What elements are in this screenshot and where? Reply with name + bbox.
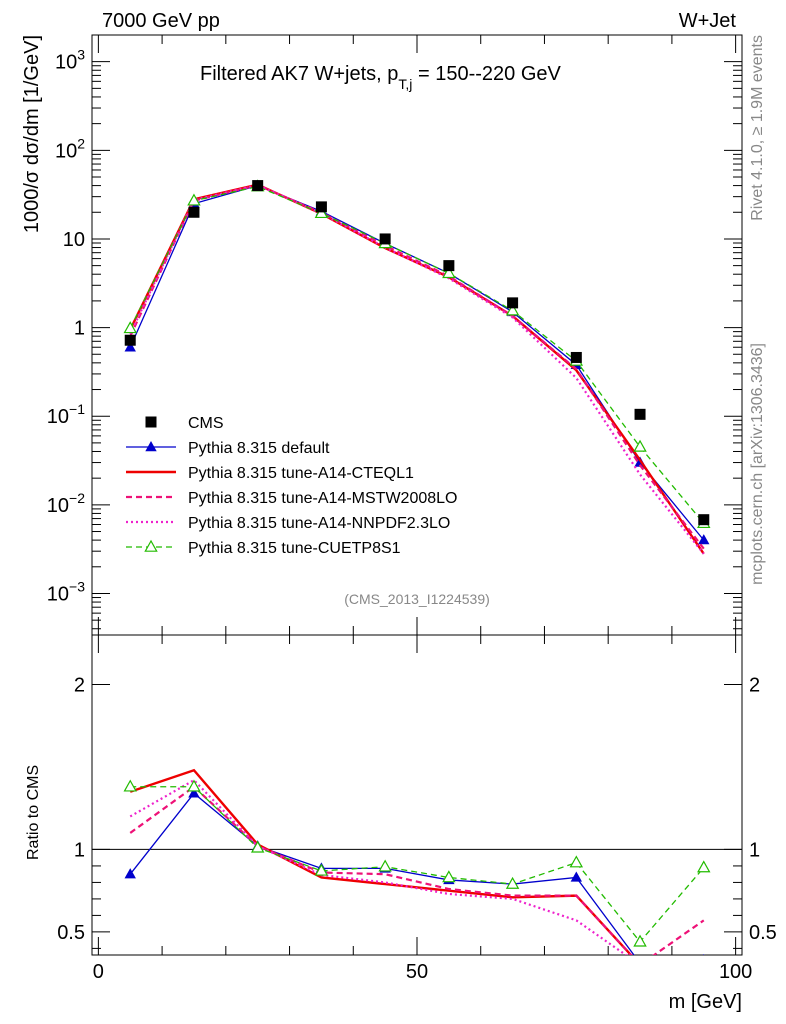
data-point [570,351,582,363]
legend-label: Pythia 8.315 default [188,440,330,457]
y-tick-label: 10−2 [47,490,85,517]
x-tick-label: 0 [93,961,104,983]
y-tick-base: 10 [55,140,77,162]
series-point [123,321,137,334]
ratio-curves [123,768,711,967]
ratio-point [188,787,200,798]
series-point [187,193,201,206]
y-axis-label: 1000/σ dσ/dm [1/GeV] [21,35,43,233]
y-tick-exp: −1 [69,401,85,417]
ratio-point [570,871,583,882]
y-tick-base: 10 [47,583,69,605]
ratio-series-line [129,792,635,955]
header-right: W+Jet [679,10,737,32]
ratio-point [569,855,584,868]
legend-marker [144,539,158,552]
series-point [505,303,520,316]
series-line [129,185,705,524]
y-tick-base: 10 [47,495,69,517]
legend-label: Pythia 8.315 tune-A14-MSTW2008LO [188,490,457,507]
data-point [315,201,327,213]
series-point [633,439,647,452]
series-point [698,534,710,545]
y-tick-label: 1 [74,318,85,340]
mcplots-label: mcplots.cern.ch [arXiv:1306.3436] [749,343,766,585]
ratio-tick-label: 0.5 [57,922,85,944]
ratio-tick-label-right: 1 [749,839,760,861]
data-point [188,206,200,218]
ratio-point [697,860,711,873]
y-tick-label: 10−1 [47,401,85,428]
y-tick-exp: 2 [77,135,85,151]
data-point [698,514,710,526]
main-curves [123,179,711,555]
header-left: 7000 GeV pp [102,10,220,32]
analysis-label: (CMS_2013_I1224539) [344,591,490,607]
plot-title-sub: T,j [398,76,412,92]
data-point [379,233,391,245]
ratio-series-line [129,785,705,955]
x-tick-label: 100 [719,961,752,983]
ratio-tick-label: 2 [74,674,85,696]
ratio-series-line [130,786,705,943]
ratio-series-line [129,768,633,955]
y-tick-label: 10−3 [47,578,85,605]
ratio-point [378,859,392,872]
x-tick-label: 50 [406,961,428,983]
ratio-frame [91,634,743,956]
ratio-point [442,870,456,883]
series-point [442,266,456,279]
legend-marker [145,441,157,452]
ratio-point [187,779,201,792]
ratio-tick-label-right: 0.5 [749,922,777,944]
legend-label: Pythia 8.315 tune-A14-CTEQL1 [188,465,414,482]
legend-marker-cms [145,416,157,428]
y-tick-exp: −2 [69,490,85,506]
rivet-label: Rivet 4.1.0, ≥ 1.9M events [749,35,766,221]
ratio-axis-label: Ratio to CMS [25,765,42,860]
ratio-tick-label: 1 [74,839,85,861]
series-line [129,183,705,555]
data-point [443,260,455,272]
ratio-point [123,779,137,792]
plot-title-rest: = 150--220 GeV [412,63,561,85]
y-tick-base: 1 [74,318,85,340]
ratio-point [633,934,647,947]
series-line [129,184,705,541]
legend: CMS Pythia 8.315 default Pythia 8.315 tune… [126,415,457,557]
ratio-point [703,953,705,955]
y-tick-base: 10 [55,52,77,74]
data-point [634,408,646,420]
data-point [252,180,264,192]
y-tick-base: 10 [63,229,85,251]
legend-label-cms: CMS [188,415,224,432]
ratio-point [124,868,136,879]
data-point [124,334,136,346]
x-axis-label: m [GeV] [669,991,742,1013]
y-tick-label: 102 [55,135,85,162]
ratio-series-line [129,778,628,955]
series-point [124,341,136,352]
legend-label: Pythia 8.315 tune-A14-NNPDF2.3LO [188,515,450,532]
data-point [507,297,519,309]
y-tick-label: 10 [63,229,85,251]
y-tick-base: 10 [47,406,69,428]
y-tick-exp: −3 [69,578,85,594]
ratio-point [314,863,329,876]
y-tick-label: 103 [55,47,85,74]
ratio-point [634,957,645,967]
legend-label: Pythia 8.315 tune-CUETP8S1 [188,540,401,557]
ratio-point [250,840,265,853]
y-tick-exp: 3 [77,47,85,63]
ratio-tick-label-right: 2 [749,674,760,696]
plot-title-main: Filtered AK7 W+jets, p [200,63,398,85]
ratio-point [505,876,520,889]
plot-title: Filtered AK7 W+jets, pT,j = 150--220 GeV [200,63,562,92]
